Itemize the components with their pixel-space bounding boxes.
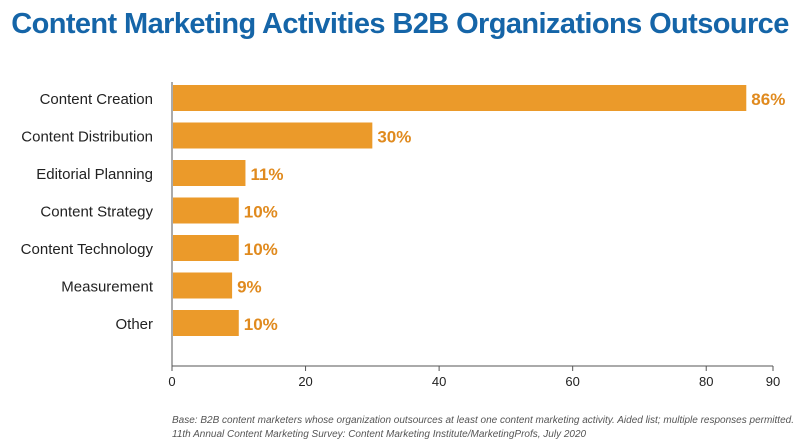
x-tick-label: 0 xyxy=(168,374,175,389)
x-tick-label: 80 xyxy=(699,374,713,389)
bar-value-label: 10% xyxy=(244,203,278,222)
category-label: Content Technology xyxy=(21,241,154,258)
bar-value-label: 11% xyxy=(250,165,283,184)
bar-value-label: 30% xyxy=(377,128,411,147)
bar xyxy=(173,85,747,111)
x-tick-label: 90 xyxy=(766,374,780,389)
x-tick-label: 20 xyxy=(298,374,312,389)
category-label: Content Creation xyxy=(40,91,153,108)
bars-layer: Content Creation 86% Content Distribution 3… xyxy=(21,85,785,336)
bar xyxy=(173,197,239,224)
chart-title: Content Marketing Activities B2B Organiz… xyxy=(11,8,789,40)
bar xyxy=(173,272,233,299)
bar xyxy=(173,160,246,186)
category-label: Editorial Planning xyxy=(36,166,153,183)
category-label: Content Distribution xyxy=(21,129,153,146)
bar-value-label: 10% xyxy=(244,240,278,259)
bar xyxy=(173,122,373,149)
category-label: Content Strategy xyxy=(40,204,153,221)
bar xyxy=(173,235,239,261)
bar-value-label: 9% xyxy=(237,278,262,297)
category-label: Measurement xyxy=(61,279,154,296)
x-tick-label: 40 xyxy=(432,374,446,389)
footnote-source: 11th Annual Content Marketing Survey: Co… xyxy=(172,429,587,440)
category-label: Other xyxy=(115,316,153,333)
bar-value-label: 10% xyxy=(244,315,278,334)
bar xyxy=(173,310,239,336)
x-axis: 0 20 40 60 80 90 xyxy=(168,82,780,389)
bar-value-label: 86% xyxy=(751,90,785,109)
x-tick-label: 60 xyxy=(565,374,579,389)
footnote-base: Base: B2B content marketers whose organi… xyxy=(172,415,794,426)
